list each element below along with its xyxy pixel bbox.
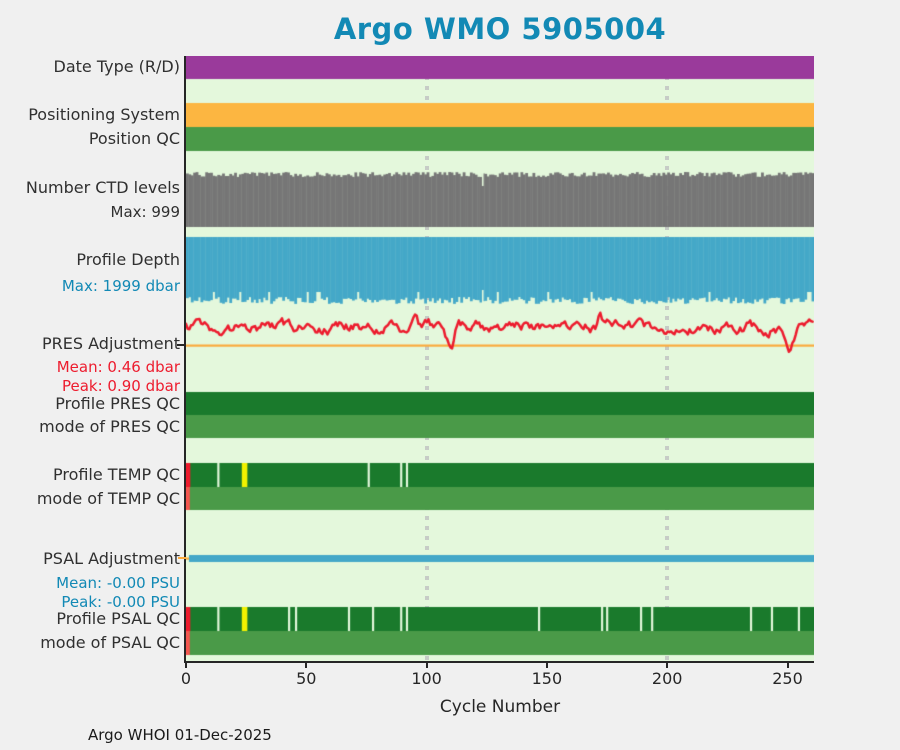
row-label-profile_pres_qc: Profile PRES QC [55, 394, 180, 413]
x-tick-label-0: 0 [180, 669, 192, 688]
x-tick-mark-100 [425, 663, 428, 668]
row-label-psal_adjustment-sublabel2: Peak: -0.00 PSU [61, 593, 180, 611]
chart-title: Argo WMO 5905004 [333, 12, 667, 46]
row-label-positioning_system: Positioning System [28, 105, 180, 124]
chart-canvas [186, 56, 814, 661]
row-label-mode_psal_qc: mode of PSAL QC [40, 633, 180, 652]
row-label-profile_psal_qc: Profile PSAL QC [56, 609, 180, 628]
x-tick-mark-250 [786, 663, 789, 668]
row-label-date_type: Date Type (R/D) [53, 57, 180, 76]
footer-credit: Argo WHOI 01-Dec-2025 [88, 726, 272, 744]
x-tick-label-200: 200 [651, 669, 683, 688]
row-label-mode_temp_qc: mode of TEMP QC [36, 489, 180, 508]
x-tick-label-150: 150 [531, 669, 563, 688]
x-axis-label: Cycle Number [439, 697, 561, 717]
row-label-psal_adjustment: PSAL Adjustment [43, 549, 180, 568]
x-tick-label-250: 250 [772, 669, 803, 688]
x-tick-label-100: 100 [411, 669, 442, 688]
row-label-profile_depth: Profile Depth [76, 250, 180, 269]
row-label-pres_adjustment-sublabel: Mean: 0.46 dbar [56, 358, 180, 376]
x-tick-mark-0 [185, 663, 187, 668]
plot-area [184, 56, 814, 663]
row-label-pres_adjustment-sublabel2: Peak: 0.90 dbar [61, 377, 180, 395]
row-label-n_ctd_levels: Number CTD levels [25, 178, 180, 197]
row-label-psal_adjustment-sublabel: Mean: -0.00 PSU [56, 574, 180, 592]
x-tick-label-50: 50 [296, 669, 317, 688]
y-tick-pres-zero [177, 344, 185, 346]
x-tick-mark-150 [545, 663, 548, 668]
row-label-position_qc: Position QC [88, 129, 180, 148]
row-label-n_ctd_levels-sublabel: Max: 999 [110, 203, 180, 221]
row-label-profile_depth-sublabel: Max: 1999 dbar [61, 277, 180, 295]
row-label-mode_pres_qc: mode of PRES QC [39, 417, 180, 436]
row-label-pres_adjustment: PRES Adjustment [42, 334, 180, 353]
row-label-profile_temp_qc: Profile TEMP QC [52, 465, 180, 484]
x-tick-mark-200 [666, 663, 669, 668]
x-tick-mark-50 [305, 663, 308, 668]
y-tick-psal-zero [178, 556, 186, 559]
